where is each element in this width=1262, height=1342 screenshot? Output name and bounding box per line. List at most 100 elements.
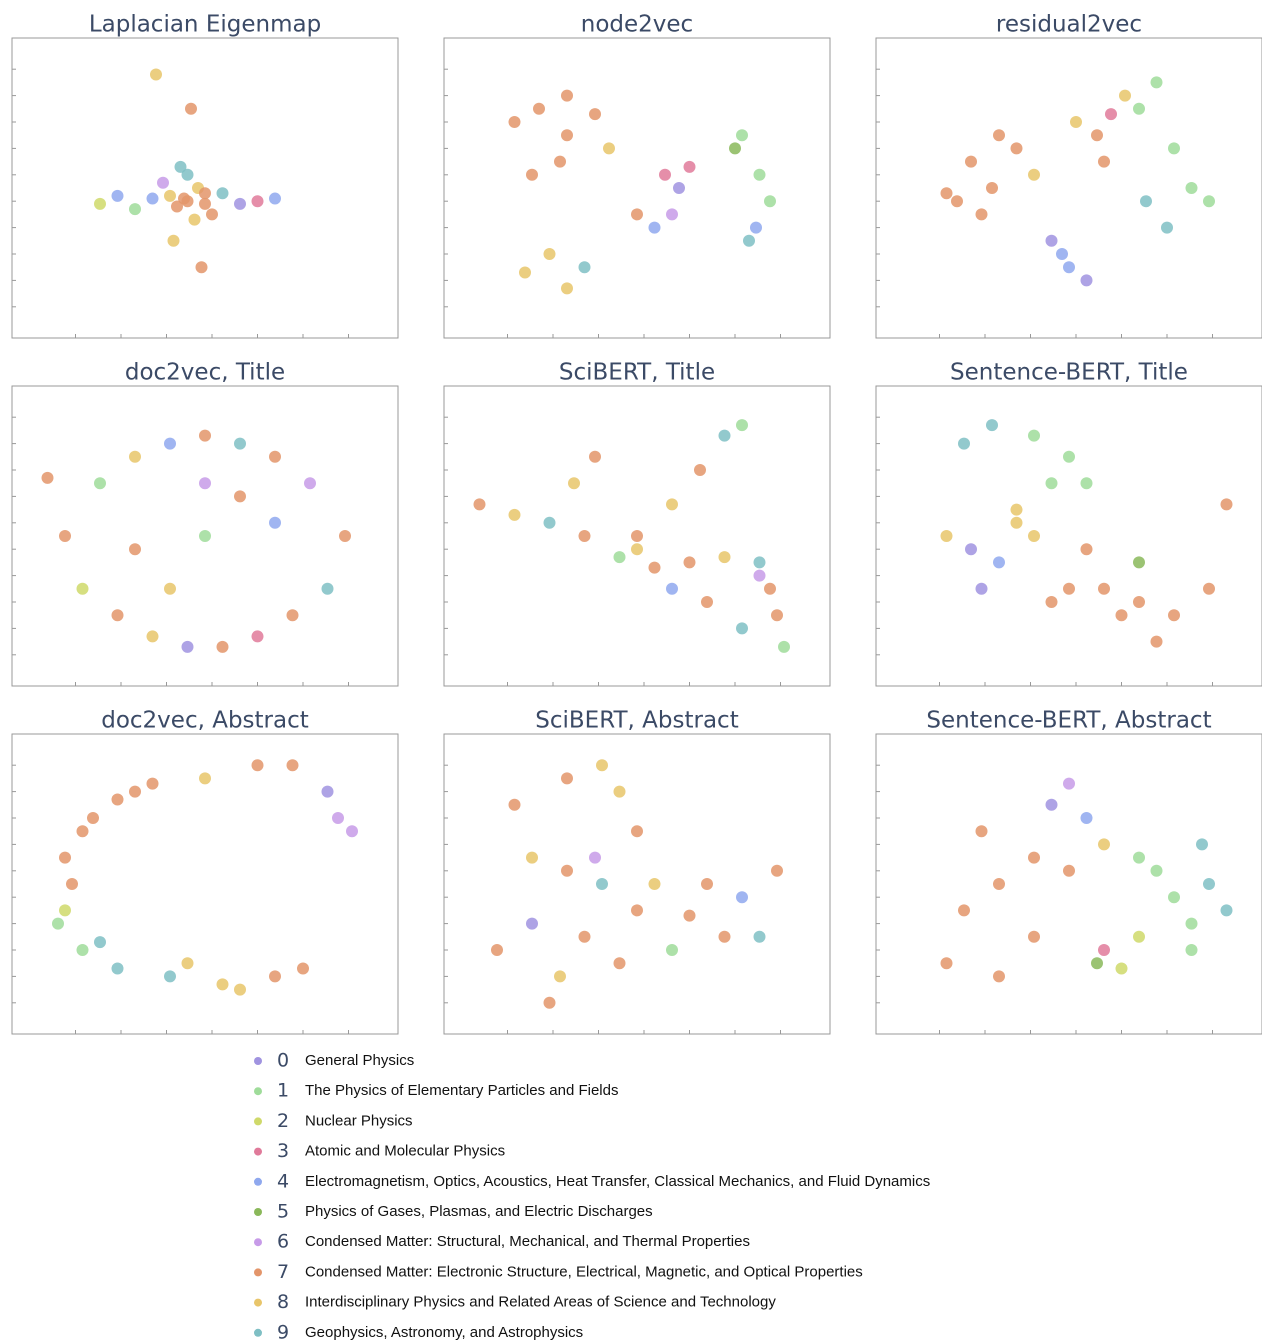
point: [199, 187, 211, 200]
point: [648, 561, 661, 574]
point: [181, 957, 194, 970]
panel-title: Laplacian Eigenmap: [89, 12, 321, 38]
point: [1098, 944, 1110, 956]
plot-frame: [875, 385, 1262, 687]
point: [778, 640, 790, 653]
point: [965, 543, 977, 556]
point: [234, 983, 246, 996]
point: [1063, 582, 1075, 595]
legend-dot: [254, 1117, 262, 1126]
point: [111, 189, 124, 202]
point: [195, 261, 208, 274]
point: [1105, 108, 1117, 121]
point: [561, 129, 573, 142]
point: [1168, 609, 1180, 622]
point: [666, 498, 678, 511]
point: [940, 530, 953, 542]
point: [76, 944, 89, 956]
legend-label: The Physics of Elementary Particles and …: [305, 1082, 618, 1099]
point: [589, 851, 601, 864]
plot-frame: [11, 385, 399, 687]
point: [332, 812, 344, 824]
point: [743, 234, 755, 247]
point: [181, 168, 194, 181]
point: [578, 261, 591, 274]
point: [269, 970, 281, 983]
point: [1133, 102, 1145, 115]
point: [1080, 274, 1093, 287]
legend-number: 6: [277, 1231, 289, 1253]
point: [181, 640, 194, 653]
point: [1168, 891, 1180, 904]
point: [269, 516, 281, 529]
point: [1220, 904, 1233, 917]
point: [683, 160, 696, 173]
point: [648, 878, 661, 890]
point: [578, 930, 591, 943]
point: [631, 530, 643, 542]
point: [346, 825, 358, 838]
point: [1063, 864, 1075, 877]
point: [1045, 477, 1058, 490]
legend-dot: [254, 1147, 262, 1156]
point: [613, 957, 626, 970]
point: [1150, 635, 1163, 648]
legend-number: 8: [277, 1291, 289, 1313]
point: [164, 189, 176, 202]
point: [164, 582, 176, 595]
point: [631, 543, 643, 556]
point: [753, 556, 766, 569]
point: [993, 878, 1005, 890]
point: [975, 208, 988, 221]
point: [199, 429, 211, 442]
point: [1080, 543, 1093, 556]
panel-title: SciBERT, Title: [559, 360, 715, 386]
point: [94, 936, 106, 949]
point: [683, 556, 696, 569]
point: [753, 930, 766, 943]
point: [491, 944, 503, 956]
point: [178, 192, 190, 205]
plot-frame: [443, 385, 831, 687]
point: [206, 208, 218, 221]
point: [526, 168, 538, 181]
point: [631, 208, 643, 221]
point: [578, 530, 591, 542]
point: [764, 582, 776, 595]
point: [958, 437, 970, 450]
point: [1133, 851, 1145, 864]
point: [150, 68, 162, 81]
point: [111, 962, 124, 975]
point: [171, 200, 183, 213]
point: [199, 477, 211, 490]
point: [59, 530, 71, 542]
point: [1010, 503, 1023, 516]
point: [1150, 76, 1163, 89]
point: [87, 812, 99, 824]
point: [1185, 944, 1198, 956]
point: [234, 437, 246, 450]
point: [321, 582, 334, 595]
point: [146, 777, 159, 790]
point: [965, 155, 977, 168]
point: [1063, 777, 1075, 790]
plot-frame: [443, 733, 831, 1035]
legend-number: 0: [277, 1050, 289, 1072]
point: [1028, 530, 1040, 542]
point: [561, 864, 573, 877]
legend-dot: [254, 1328, 262, 1337]
legend-label: Interdisciplinary Physics and Related Ar…: [305, 1294, 776, 1311]
point: [129, 203, 141, 216]
point: [1063, 261, 1075, 274]
point: [736, 891, 748, 904]
point: [750, 221, 762, 234]
point: [174, 160, 187, 173]
point: [1161, 221, 1173, 234]
point: [167, 234, 180, 247]
legend-dot: [254, 1177, 262, 1186]
point: [533, 102, 545, 115]
point: [1150, 864, 1163, 877]
legend-number: 9: [277, 1321, 289, 1342]
point: [764, 195, 776, 208]
point: [543, 516, 556, 529]
